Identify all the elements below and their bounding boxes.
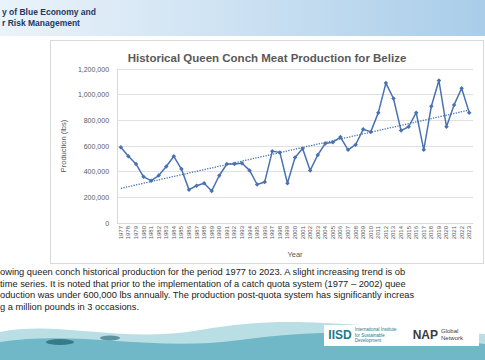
svg-text:1979: 1979 — [133, 225, 139, 239]
svg-text:2005: 2005 — [330, 225, 336, 239]
html-text:r Risk Management: r Risk Management — [2, 18, 80, 28]
svg-text:1997: 1997 — [269, 225, 275, 239]
html-text:owing queen conch historical p: owing queen conch historical production … — [0, 267, 406, 277]
svg-text:400,000: 400,000 — [84, 168, 109, 175]
svg-text:Historical Queen Conch Meat Pr: Historical Queen Conch Meat Production f… — [128, 52, 407, 64]
html-text:Global Network: Global Network — [441, 328, 463, 342]
svg-text:2016: 2016 — [413, 225, 419, 239]
svg-text:2011: 2011 — [375, 225, 381, 239]
html-text:NAP: NAP — [412, 328, 438, 343]
svg-text:2007: 2007 — [345, 225, 351, 239]
svg-text:2019: 2019 — [436, 225, 442, 239]
html-text:IISD: IISD — [328, 328, 352, 343]
svg-text:2001: 2001 — [300, 225, 306, 239]
html-text:International Institute for Su: International Institute for Sustainable … — [354, 327, 397, 343]
svg-text:1,200,000: 1,200,000 — [78, 66, 109, 73]
svg-text:2010: 2010 — [368, 225, 374, 239]
svg-text:2013: 2013 — [390, 225, 396, 239]
svg-text:0: 0 — [105, 220, 109, 227]
svg-text:1998: 1998 — [277, 225, 283, 239]
svg-text:800,000: 800,000 — [84, 117, 109, 124]
svg-text:2012: 2012 — [383, 225, 389, 239]
svg-text:2022: 2022 — [459, 225, 465, 239]
html-text:oduction was under 600,000 lbs: oduction was under 600,000 lbs annually.… — [0, 290, 415, 300]
svg-text:1993: 1993 — [239, 225, 245, 239]
svg-text:1984: 1984 — [171, 225, 177, 239]
svg-text:2003: 2003 — [315, 225, 321, 239]
svg-text:Year: Year — [287, 250, 303, 259]
svg-text:1989: 1989 — [209, 225, 215, 239]
svg-text:200,000: 200,000 — [84, 194, 109, 201]
svg-text:2018: 2018 — [428, 225, 434, 239]
svg-text:Production (lbs): Production (lbs) — [59, 119, 68, 172]
svg-text:2009: 2009 — [360, 225, 366, 239]
svg-text:1981: 1981 — [148, 225, 154, 239]
svg-text:1985: 1985 — [178, 225, 184, 239]
svg-text:1982: 1982 — [156, 225, 162, 239]
svg-text:1990: 1990 — [216, 225, 222, 239]
svg-text:2004: 2004 — [322, 225, 328, 239]
svg-text:1995: 1995 — [254, 225, 260, 239]
svg-text:600,000: 600,000 — [84, 143, 109, 150]
svg-text:2002: 2002 — [307, 225, 313, 239]
html-text:g a million pounds in 3 occasi: g a million pounds in 3 occasions. — [0, 301, 139, 312]
svg-text:1986: 1986 — [186, 225, 192, 239]
svg-text:2017: 2017 — [421, 225, 427, 239]
svg-text:2020: 2020 — [443, 225, 449, 239]
svg-text:1977: 1977 — [118, 225, 124, 239]
svg-text:2000: 2000 — [292, 225, 298, 239]
svg-text:1978: 1978 — [125, 225, 131, 239]
svg-text:1988: 1988 — [201, 225, 207, 239]
svg-text:2006: 2006 — [337, 225, 343, 239]
html-text:y of Blue Economy and: y of Blue Economy and — [2, 7, 96, 17]
svg-text:1992: 1992 — [231, 225, 237, 239]
svg-text:2015: 2015 — [406, 225, 412, 239]
svg-text:2023: 2023 — [466, 225, 472, 239]
svg-text:1991: 1991 — [224, 225, 230, 239]
svg-text:2008: 2008 — [353, 225, 359, 239]
svg-text:1983: 1983 — [163, 225, 169, 239]
svg-text:1987: 1987 — [194, 225, 200, 239]
svg-text:1980: 1980 — [141, 225, 147, 239]
html-text:time series. It is noted that: time series. It is noted that prior to t… — [0, 278, 406, 289]
svg-text:2014: 2014 — [398, 225, 404, 239]
svg-text:1,000,000: 1,000,000 — [78, 91, 109, 98]
svg-text:2021: 2021 — [451, 225, 457, 239]
svg-text:1996: 1996 — [262, 225, 268, 239]
svg-text:1994: 1994 — [247, 225, 253, 239]
svg-text:1999: 1999 — [284, 225, 290, 239]
